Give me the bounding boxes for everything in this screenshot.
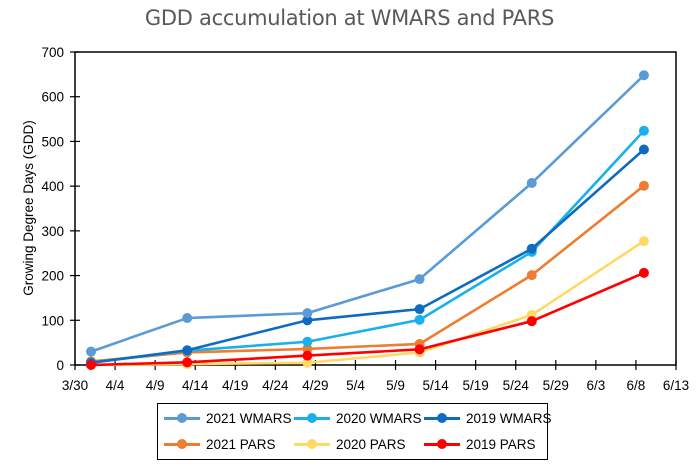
legend-item: 2019 WMARS xyxy=(422,408,552,428)
legend-item: 2019 PARS xyxy=(422,434,536,454)
data-point xyxy=(638,70,649,81)
legend-label: 2021 WMARS xyxy=(206,410,292,426)
x-tick-label: 6/8 xyxy=(627,378,646,393)
data-point xyxy=(526,243,537,254)
chart-title: GDD accumulation at WMARS and PARS xyxy=(144,6,555,30)
legend-swatch xyxy=(422,411,462,425)
data-point xyxy=(638,180,649,191)
x-tick-label: 5/14 xyxy=(422,378,449,393)
x-tick-label: 4/4 xyxy=(106,378,125,393)
x-tick-label: 3/30 xyxy=(62,378,88,393)
data-point xyxy=(302,315,313,326)
data-point xyxy=(86,346,97,357)
legend-swatch xyxy=(422,437,462,451)
series-line xyxy=(90,271,645,367)
y-tick-label: 600 xyxy=(41,90,64,105)
legend-item: 2021 WMARS xyxy=(162,408,292,428)
y-tick-label: 500 xyxy=(41,134,64,149)
legend-label: 2019 PARS xyxy=(466,436,536,452)
data-point xyxy=(182,357,193,368)
x-tick-label: 4/19 xyxy=(222,378,248,393)
data-point xyxy=(526,316,537,327)
data-point xyxy=(182,345,193,356)
series-2021-pars xyxy=(86,180,649,367)
y-tick-label: 700 xyxy=(41,45,64,60)
x-tick-label: 5/4 xyxy=(346,378,365,393)
data-point xyxy=(302,357,313,368)
data-point xyxy=(638,144,649,155)
data-point xyxy=(302,308,313,319)
data-point xyxy=(526,178,537,189)
series-2020-pars xyxy=(86,236,649,370)
series-line xyxy=(91,240,645,367)
y-tick-label: 100 xyxy=(41,313,64,328)
y-tick-label: 300 xyxy=(41,224,64,239)
legend-item: 2020 PARS xyxy=(292,434,406,454)
data-point xyxy=(638,125,649,136)
x-tick-label: 5/24 xyxy=(503,378,530,393)
data-point xyxy=(526,270,537,281)
data-point xyxy=(182,313,193,324)
data-point xyxy=(86,360,97,370)
x-tick-label: 5/9 xyxy=(386,378,405,393)
legend-item: 2021 PARS xyxy=(162,434,276,454)
x-tick-label: 5/19 xyxy=(463,378,489,393)
data-point xyxy=(302,350,313,361)
axes: 0 100 200 300 400 500 600 700 3/30 4/4 4/9 4/14 4/19… xyxy=(41,45,689,393)
x-tick-label: 6/13 xyxy=(663,378,689,393)
x-tick-label: 4/24 xyxy=(262,378,289,393)
series-line xyxy=(90,148,645,365)
y-tick-label: 400 xyxy=(41,179,64,194)
series-layer xyxy=(86,70,649,370)
legend-swatch xyxy=(292,411,332,425)
legend-label: 2019 WMARS xyxy=(466,410,552,426)
legend-swatch xyxy=(292,437,332,451)
legend: 2021 WMARS 2020 WMARS 2019 WMARS 2021 PARS 2… xyxy=(157,403,552,460)
series-2021-wmars xyxy=(86,70,649,357)
data-point xyxy=(414,274,425,285)
x-tick-label: 5/29 xyxy=(543,378,569,393)
plot-frame xyxy=(74,51,677,366)
legend-item: 2020 WMARS xyxy=(292,408,422,428)
data-point xyxy=(414,314,425,325)
series-line xyxy=(90,129,645,365)
series-2019-wmars xyxy=(86,144,649,368)
data-point xyxy=(638,236,649,247)
x-tick-label: 6/3 xyxy=(586,378,605,393)
series-line xyxy=(90,184,645,363)
y-tick-label: 200 xyxy=(41,269,64,284)
y-tick-label: 0 xyxy=(56,358,64,373)
x-tick-label: 4/29 xyxy=(302,378,328,393)
x-tick-label: 4/9 xyxy=(146,378,165,393)
legend-label: 2020 WMARS xyxy=(336,410,422,426)
y-axis-title: Growing Degree Days (GDD) xyxy=(21,120,36,296)
legend-swatch xyxy=(162,437,202,451)
data-point xyxy=(414,344,425,355)
series-2019-pars xyxy=(86,267,649,370)
data-point xyxy=(302,336,313,347)
data-point xyxy=(414,304,425,315)
legend-label: 2021 PARS xyxy=(206,436,276,452)
data-point xyxy=(638,267,649,278)
legend-label: 2020 PARS xyxy=(336,436,406,452)
x-tick-label: 4/14 xyxy=(182,378,209,393)
series-2020-wmars xyxy=(86,125,649,368)
series-line xyxy=(90,74,645,353)
legend-swatch xyxy=(162,411,202,425)
